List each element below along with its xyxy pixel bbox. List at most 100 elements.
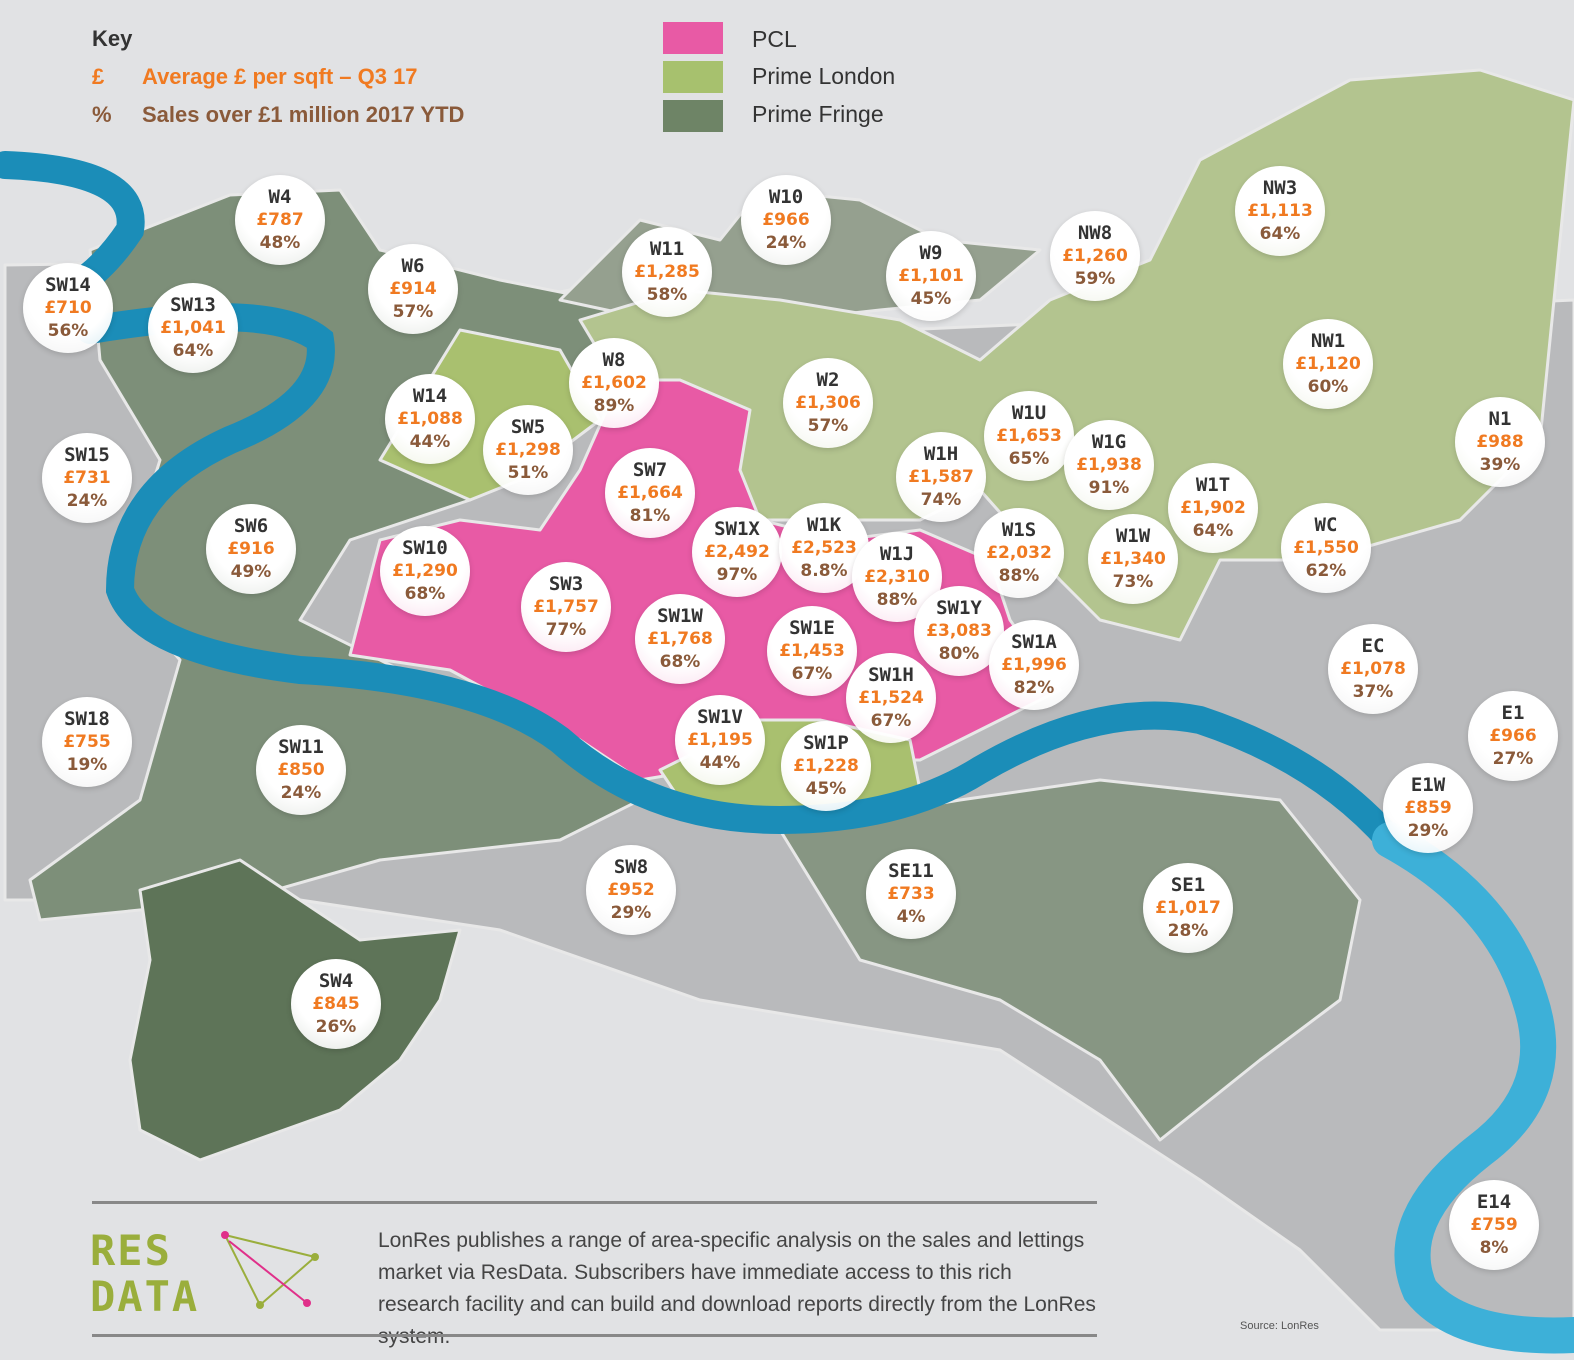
key-price-symbol: £ [92, 64, 105, 89]
area-marker-sw3: SW3 £1,757 77% [521, 562, 611, 652]
footer-text: LonRes publishes a range of area-specifi… [378, 1229, 1096, 1348]
postcode-label: SW18 [64, 707, 110, 730]
postcode-label: SW1P [803, 731, 849, 754]
sales-share-value: 64% [172, 340, 214, 361]
price-value: £1,524 [858, 687, 924, 708]
key-share-symbol: % [92, 102, 112, 127]
price-value: £859 [1404, 797, 1452, 818]
postcode-label: W1J [879, 542, 915, 565]
postcode-label: SW1X [714, 517, 760, 540]
sales-share-value: 24% [66, 490, 108, 511]
price-value: £1,340 [1100, 548, 1166, 569]
price-value: £1,938 [1076, 454, 1142, 475]
sales-share-value: 26% [315, 1016, 357, 1037]
sales-share-value: 65% [1008, 448, 1050, 469]
price-value: £1,101 [898, 265, 964, 286]
price-value: £1,902 [1180, 497, 1246, 518]
sales-share-value: 45% [805, 778, 847, 799]
postcode-label: W4 [268, 185, 292, 208]
price-value: £710 [44, 297, 92, 318]
price-value: £1,298 [495, 439, 561, 460]
area-marker-sw6: SW6 £916 49% [206, 504, 296, 594]
resdata-network-icon [221, 1231, 319, 1309]
area-marker-w2: W2 £1,306 57% [783, 358, 873, 448]
postcode-label: W1S [1001, 518, 1037, 541]
sales-share-value: 51% [507, 462, 549, 483]
postcode-label: W10 [768, 185, 804, 208]
area-marker-w1w: W1W £1,340 73% [1088, 514, 1178, 604]
postcode-label: W1K [806, 513, 842, 536]
postcode-label: NW8 [1077, 221, 1113, 244]
sales-share-value: 8% [1479, 1237, 1509, 1258]
price-value: £1,768 [647, 628, 713, 649]
area-marker-w1s: W1S £2,032 88% [974, 508, 1064, 598]
area-marker-w14: W14 £1,088 44% [385, 374, 475, 464]
legend-swatch-pcl [663, 22, 723, 54]
logo-line1: RES [90, 1226, 172, 1275]
postcode-label: W9 [919, 241, 943, 264]
sales-share-value: 44% [699, 752, 741, 773]
area-marker-nw1: NW1 £1,120 60% [1283, 319, 1373, 409]
area-marker-sw11: SW11 £850 24% [256, 725, 346, 815]
postcode-label: SW3 [548, 572, 584, 595]
area-marker-ec: EC £1,078 37% [1328, 624, 1418, 714]
price-value: £988 [1476, 431, 1524, 452]
postcode-label: SW8 [613, 855, 649, 878]
sales-share-value: 8.8% [800, 560, 848, 581]
price-value: £2,310 [864, 566, 930, 587]
area-marker-w1h: W1H £1,587 74% [896, 432, 986, 522]
legend-swatch-prime-fringe [663, 100, 723, 132]
postcode-label: W1G [1091, 430, 1127, 453]
price-value: £1,306 [795, 392, 861, 413]
postcode-label: NW1 [1310, 329, 1346, 352]
postcode-label: N1 [1488, 407, 1512, 430]
key-share-label: Sales over £1 million 2017 YTD [142, 102, 465, 127]
price-value: £3,083 [926, 620, 992, 641]
postcode-label: SW14 [45, 273, 91, 296]
sales-share-value: 37% [1352, 681, 1394, 702]
price-value: £1,602 [581, 372, 647, 393]
postcode-label: SW10 [402, 536, 448, 559]
price-value: £952 [607, 879, 655, 900]
sales-share-value: 89% [593, 395, 635, 416]
postcode-label: SW1A [1011, 630, 1057, 653]
price-value: £1,653 [996, 425, 1062, 446]
area-marker-wc: WC £1,550 62% [1281, 503, 1371, 593]
sales-share-value: 29% [610, 902, 652, 923]
sales-share-value: 81% [629, 505, 671, 526]
area-marker-sw7: SW7 £1,664 81% [605, 448, 695, 538]
sales-share-value: 24% [765, 232, 807, 253]
postcode-label: SW15 [64, 443, 110, 466]
price-value: £755 [63, 731, 111, 752]
sales-share-value: 44% [409, 431, 451, 452]
price-value: £1,017 [1155, 897, 1221, 918]
price-value: £733 [887, 883, 935, 904]
price-value: £966 [762, 209, 810, 230]
legend-label-prime-fringe: Prime Fringe [752, 101, 884, 127]
resdata-logo: RES DATA [90, 1228, 199, 1320]
area-marker-sw10: SW10 £1,290 68% [380, 526, 470, 616]
price-value: £1,088 [397, 408, 463, 429]
price-value: £1,041 [160, 317, 226, 338]
sales-share-value: 62% [1305, 560, 1347, 581]
sales-share-value: 4% [896, 906, 926, 927]
postcode-label: W1H [923, 442, 959, 465]
legend-swatch-prime-london [663, 61, 723, 93]
postcode-label: SW7 [632, 458, 668, 481]
price-value: £731 [63, 467, 111, 488]
postcode-label: W8 [602, 348, 626, 371]
sales-share-value: 28% [1167, 920, 1209, 941]
sales-share-value: 29% [1407, 820, 1449, 841]
area-marker-e14: E14 £759 8% [1449, 1180, 1539, 1270]
sales-share-value: 27% [1492, 748, 1534, 769]
price-value: £759 [1470, 1214, 1518, 1235]
sales-share-value: 74% [920, 489, 962, 510]
sales-share-value: 88% [998, 565, 1040, 586]
river-thames-east [1372, 822, 1574, 1354]
sales-share-value: 48% [259, 232, 301, 253]
price-value: £1,664 [617, 482, 683, 503]
price-value: £914 [389, 278, 437, 299]
sales-share-value: 82% [1013, 677, 1055, 698]
sales-share-value: 68% [659, 651, 701, 672]
